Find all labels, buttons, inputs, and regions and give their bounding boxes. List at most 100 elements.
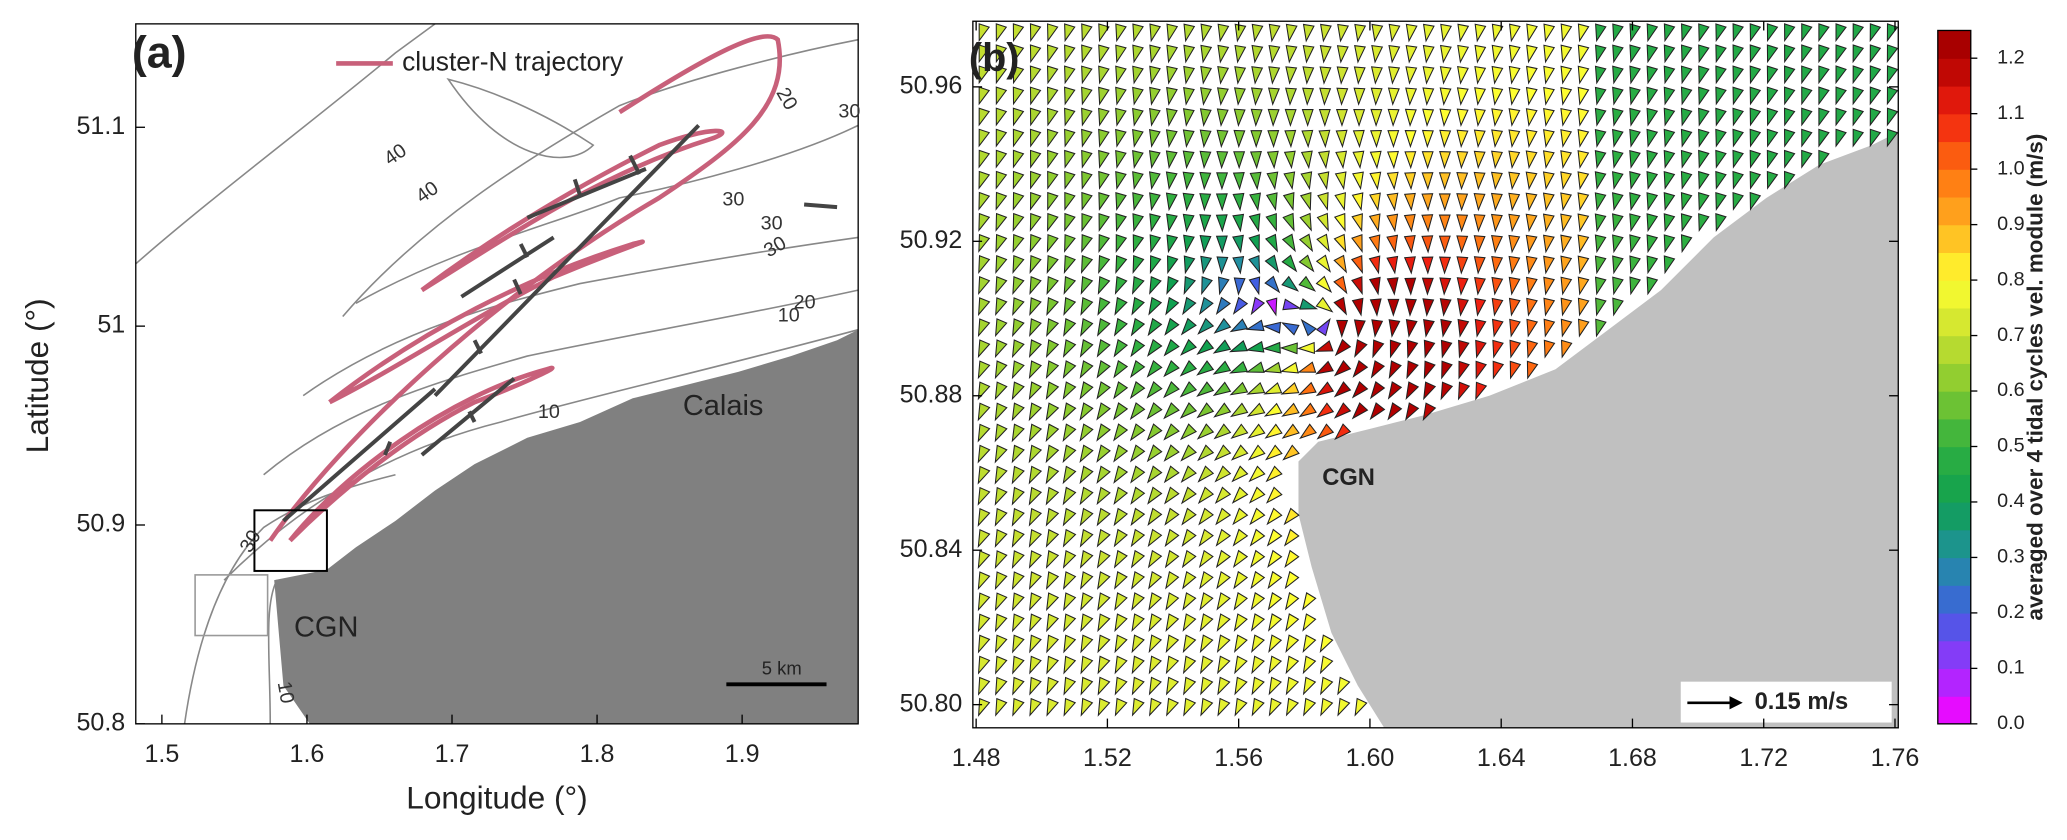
velocity-arrow (1028, 423, 1043, 443)
velocity-arrow (1129, 444, 1146, 463)
velocity-arrow (1179, 360, 1198, 377)
velocity-arrow (1749, 170, 1762, 190)
velocity-arrow (1491, 297, 1504, 317)
velocity-arrow (1012, 44, 1025, 64)
velocity-arrow (1818, 23, 1830, 43)
velocity-arrow (1319, 634, 1334, 654)
velocity-arrow (1300, 150, 1313, 170)
velocity-arrow (1163, 359, 1180, 378)
velocity-arrow (1164, 528, 1180, 548)
velocity-arrow (1646, 234, 1659, 254)
velocity-arrow (1560, 86, 1573, 106)
velocity-arrow (1612, 213, 1624, 233)
velocity-arrow (1388, 66, 1401, 85)
velocity-arrow (1011, 550, 1025, 569)
velocity-arrow (1543, 44, 1556, 64)
velocity-arrow (1315, 317, 1331, 337)
velocity-arrow (1113, 486, 1129, 506)
velocity-arrow (994, 381, 1008, 401)
velocity-arrow (1370, 66, 1383, 85)
x-tick-label: 1.76 (1871, 744, 1920, 772)
velocity-arrow (1387, 150, 1399, 170)
velocity-arrow (1097, 697, 1111, 717)
colorbar-band (1937, 474, 1971, 503)
velocity-arrow (1370, 108, 1383, 128)
velocity-arrow (1062, 550, 1077, 569)
x-tick-label: 1.5 (144, 740, 179, 768)
velocity-arrow (1353, 87, 1366, 106)
x-tick-label: 1.56 (1214, 744, 1263, 772)
velocity-arrow (1132, 150, 1144, 169)
place-label: Calais (683, 390, 764, 422)
velocity-arrow (1285, 697, 1300, 717)
velocity-arrow (1612, 234, 1624, 254)
velocity-arrow (1196, 339, 1215, 355)
velocity-arrow (1064, 149, 1076, 169)
velocity-arrow (1264, 444, 1283, 461)
velocity-arrow (1784, 107, 1796, 127)
velocity-arrow (1560, 213, 1573, 233)
velocity-arrow (1251, 23, 1264, 43)
velocity-arrow (1336, 66, 1349, 85)
velocity-arrow (1314, 340, 1334, 352)
velocity-arrow (1318, 129, 1331, 149)
velocity-arrow (1212, 381, 1232, 397)
velocity-arrow (1250, 130, 1263, 149)
velocity-arrow (1285, 634, 1300, 654)
velocity-arrow (1578, 318, 1590, 338)
axes-frame (135, 23, 859, 725)
x-tick-label: 1.68 (1608, 744, 1657, 772)
velocity-arrow (1113, 338, 1129, 358)
colorbar-band (1937, 224, 1971, 254)
velocity-arrow (1234, 44, 1247, 64)
velocity-arrow (1096, 549, 1111, 569)
velocity-arrow (1766, 44, 1779, 64)
velocity-arrow (1229, 402, 1249, 418)
velocity-arrow (1011, 592, 1025, 612)
y-tick-label: 50.96 (900, 71, 963, 99)
velocity-arrow (1577, 171, 1590, 191)
velocity-arrow (1265, 486, 1283, 504)
velocity-arrow (1132, 192, 1144, 212)
velocity-arrow (1028, 402, 1043, 422)
velocity-arrow (1114, 275, 1128, 295)
velocity-arrow (1149, 23, 1162, 43)
velocity-arrow (1646, 107, 1659, 127)
velocity-arrow (1215, 193, 1228, 212)
velocity-arrow (1063, 318, 1077, 337)
velocity-arrow (1046, 613, 1060, 633)
velocity-arrow (1337, 676, 1351, 696)
velocity-arrow (1063, 613, 1077, 633)
velocity-arrow (1011, 381, 1025, 401)
velocity-arrow (994, 360, 1008, 380)
velocity-arrow (1233, 108, 1246, 128)
velocity-arrow (1265, 297, 1278, 317)
velocity-arrow (1114, 655, 1128, 675)
velocity-arrow (1197, 317, 1215, 335)
velocity-arrow (1422, 108, 1435, 128)
velocity-arrow (1047, 23, 1059, 43)
velocity-arrow (977, 402, 991, 422)
velocity-arrow (1351, 381, 1369, 399)
velocity-arrow (1081, 65, 1093, 85)
velocity-arrow (977, 444, 991, 464)
velocity-arrow (1405, 381, 1420, 401)
x-tick-label: 1.8 (580, 740, 615, 768)
velocity-arrow (1113, 465, 1129, 484)
velocity-arrow (1492, 360, 1505, 380)
velocity-arrow (1388, 319, 1401, 338)
y-tick-label: 51.1 (77, 112, 126, 140)
velocity-arrow (1096, 402, 1111, 421)
y-tick-label: 50.80 (900, 689, 963, 717)
velocity-arrow (1148, 613, 1163, 633)
velocity-arrow (1491, 255, 1504, 275)
colorbar-band (1937, 391, 1971, 420)
velocity-arrow (1062, 507, 1077, 527)
x-tick-label: 1.64 (1477, 744, 1526, 772)
velocity-arrow (1200, 697, 1214, 717)
velocity-arrow (1457, 298, 1469, 317)
velocity-arrow (1131, 571, 1146, 590)
velocity-arrow (1370, 129, 1383, 149)
velocity-arrow (1029, 212, 1042, 232)
velocity-arrow (1247, 444, 1266, 461)
